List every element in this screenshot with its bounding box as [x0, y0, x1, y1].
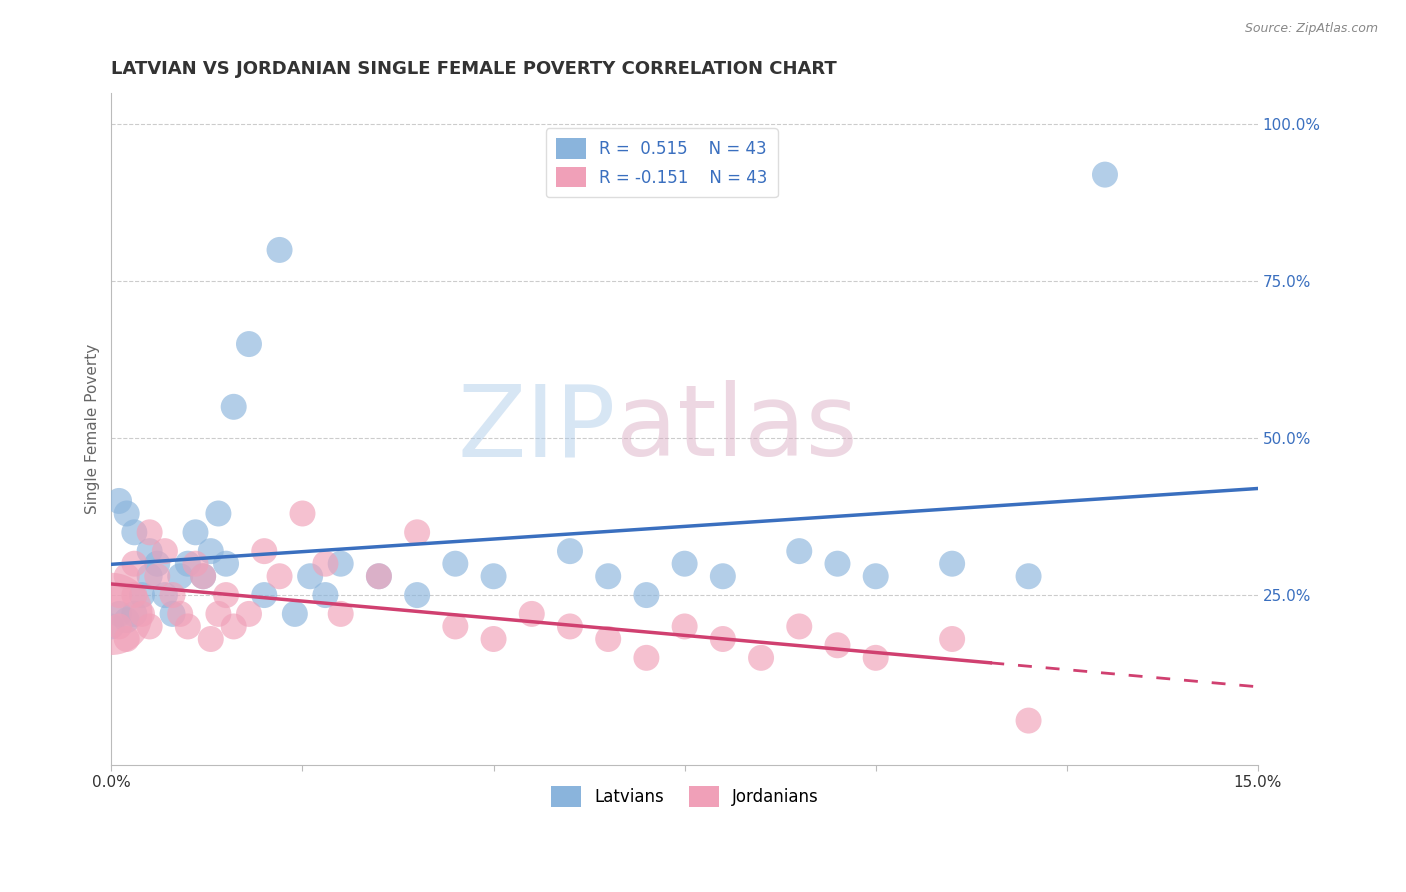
Point [153, 544, 176, 558]
Point [108, 619, 131, 633]
Point [636, 650, 658, 665]
Point [177, 619, 200, 633]
Text: LATVIAN VS JORDANIAN SINGLE FEMALE POVERTY CORRELATION CHART: LATVIAN VS JORDANIAN SINGLE FEMALE POVER… [111, 60, 837, 78]
Point [444, 557, 467, 571]
Point [787, 619, 810, 633]
Point [207, 607, 229, 621]
Point [162, 607, 184, 621]
Point [169, 607, 191, 621]
Point [184, 557, 207, 571]
Point [329, 557, 352, 571]
Point [222, 400, 245, 414]
Point [269, 243, 291, 257]
Point [200, 632, 222, 646]
Point [827, 557, 849, 571]
Point [162, 588, 184, 602]
Point [367, 569, 389, 583]
Point [177, 557, 200, 571]
Point [827, 638, 849, 652]
Y-axis label: Single Female Poverty: Single Female Poverty [86, 343, 100, 514]
Point [941, 632, 963, 646]
Point [124, 557, 146, 571]
Point [406, 525, 429, 540]
Point [138, 569, 160, 583]
Point [100, 619, 122, 633]
Point [941, 557, 963, 571]
Text: atlas: atlas [616, 380, 858, 477]
Point [865, 569, 887, 583]
Point [124, 525, 146, 540]
Point [138, 619, 160, 633]
Point [138, 525, 160, 540]
Point [238, 337, 260, 351]
Point [314, 588, 336, 602]
Point [108, 607, 131, 621]
Point [520, 607, 543, 621]
Point [865, 650, 887, 665]
Point [1018, 714, 1040, 728]
Point [100, 607, 122, 621]
Point [673, 619, 696, 633]
Point [1094, 168, 1116, 182]
Point [207, 507, 229, 521]
Point [299, 569, 322, 583]
Point [115, 507, 138, 521]
Point [124, 588, 146, 602]
Point [711, 569, 734, 583]
Point [482, 569, 505, 583]
Point [169, 569, 191, 583]
Point [1018, 569, 1040, 583]
Point [558, 544, 581, 558]
Point [291, 507, 314, 521]
Point [284, 607, 307, 621]
Point [636, 588, 658, 602]
Point [146, 557, 169, 571]
Point [124, 607, 146, 621]
Point [131, 607, 153, 621]
Point [269, 569, 291, 583]
Point [787, 544, 810, 558]
Point [108, 588, 131, 602]
Point [444, 619, 467, 633]
Point [406, 588, 429, 602]
Point [749, 650, 772, 665]
Point [138, 544, 160, 558]
Point [314, 557, 336, 571]
Point [215, 557, 238, 571]
Point [146, 569, 169, 583]
Point [108, 494, 131, 508]
Point [200, 544, 222, 558]
Point [115, 569, 138, 583]
Point [598, 632, 620, 646]
Point [673, 557, 696, 571]
Point [329, 607, 352, 621]
Point [558, 619, 581, 633]
Point [598, 569, 620, 583]
Point [131, 588, 153, 602]
Legend: Latvians, Jordanians: Latvians, Jordanians [544, 780, 825, 814]
Point [153, 588, 176, 602]
Point [115, 632, 138, 646]
Point [711, 632, 734, 646]
Point [191, 569, 214, 583]
Point [482, 632, 505, 646]
Point [367, 569, 389, 583]
Point [215, 588, 238, 602]
Point [253, 588, 276, 602]
Text: ZIP: ZIP [457, 380, 616, 477]
Text: Source: ZipAtlas.com: Source: ZipAtlas.com [1244, 22, 1378, 36]
Point [222, 619, 245, 633]
Point [115, 613, 138, 627]
Point [238, 607, 260, 621]
Point [191, 569, 214, 583]
Point [253, 544, 276, 558]
Point [184, 525, 207, 540]
